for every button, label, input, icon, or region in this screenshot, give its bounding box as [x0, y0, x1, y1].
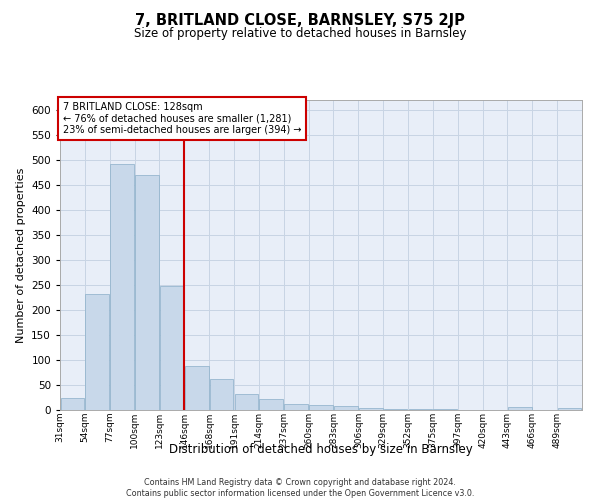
Bar: [334, 406, 358, 410]
Bar: [284, 404, 308, 410]
Bar: [61, 398, 84, 410]
Bar: [110, 164, 134, 410]
Bar: [508, 407, 532, 410]
Bar: [558, 408, 581, 410]
Text: Contains HM Land Registry data © Crown copyright and database right 2024.
Contai: Contains HM Land Registry data © Crown c…: [126, 478, 474, 498]
Text: Distribution of detached houses by size in Barnsley: Distribution of detached houses by size …: [169, 442, 473, 456]
Bar: [359, 408, 383, 410]
Bar: [384, 408, 407, 410]
Bar: [409, 409, 432, 410]
Bar: [135, 175, 159, 410]
Bar: [185, 366, 209, 410]
Bar: [235, 394, 258, 410]
Bar: [160, 286, 184, 410]
Bar: [85, 294, 109, 410]
Bar: [433, 409, 457, 410]
Text: 7 BRITLAND CLOSE: 128sqm
← 76% of detached houses are smaller (1,281)
23% of sem: 7 BRITLAND CLOSE: 128sqm ← 76% of detach…: [62, 102, 301, 134]
Bar: [210, 378, 233, 410]
Text: Size of property relative to detached houses in Barnsley: Size of property relative to detached ho…: [134, 28, 466, 40]
Bar: [309, 405, 333, 410]
Y-axis label: Number of detached properties: Number of detached properties: [16, 168, 26, 342]
Bar: [259, 399, 283, 410]
Text: 7, BRITLAND CLOSE, BARNSLEY, S75 2JP: 7, BRITLAND CLOSE, BARNSLEY, S75 2JP: [135, 12, 465, 28]
